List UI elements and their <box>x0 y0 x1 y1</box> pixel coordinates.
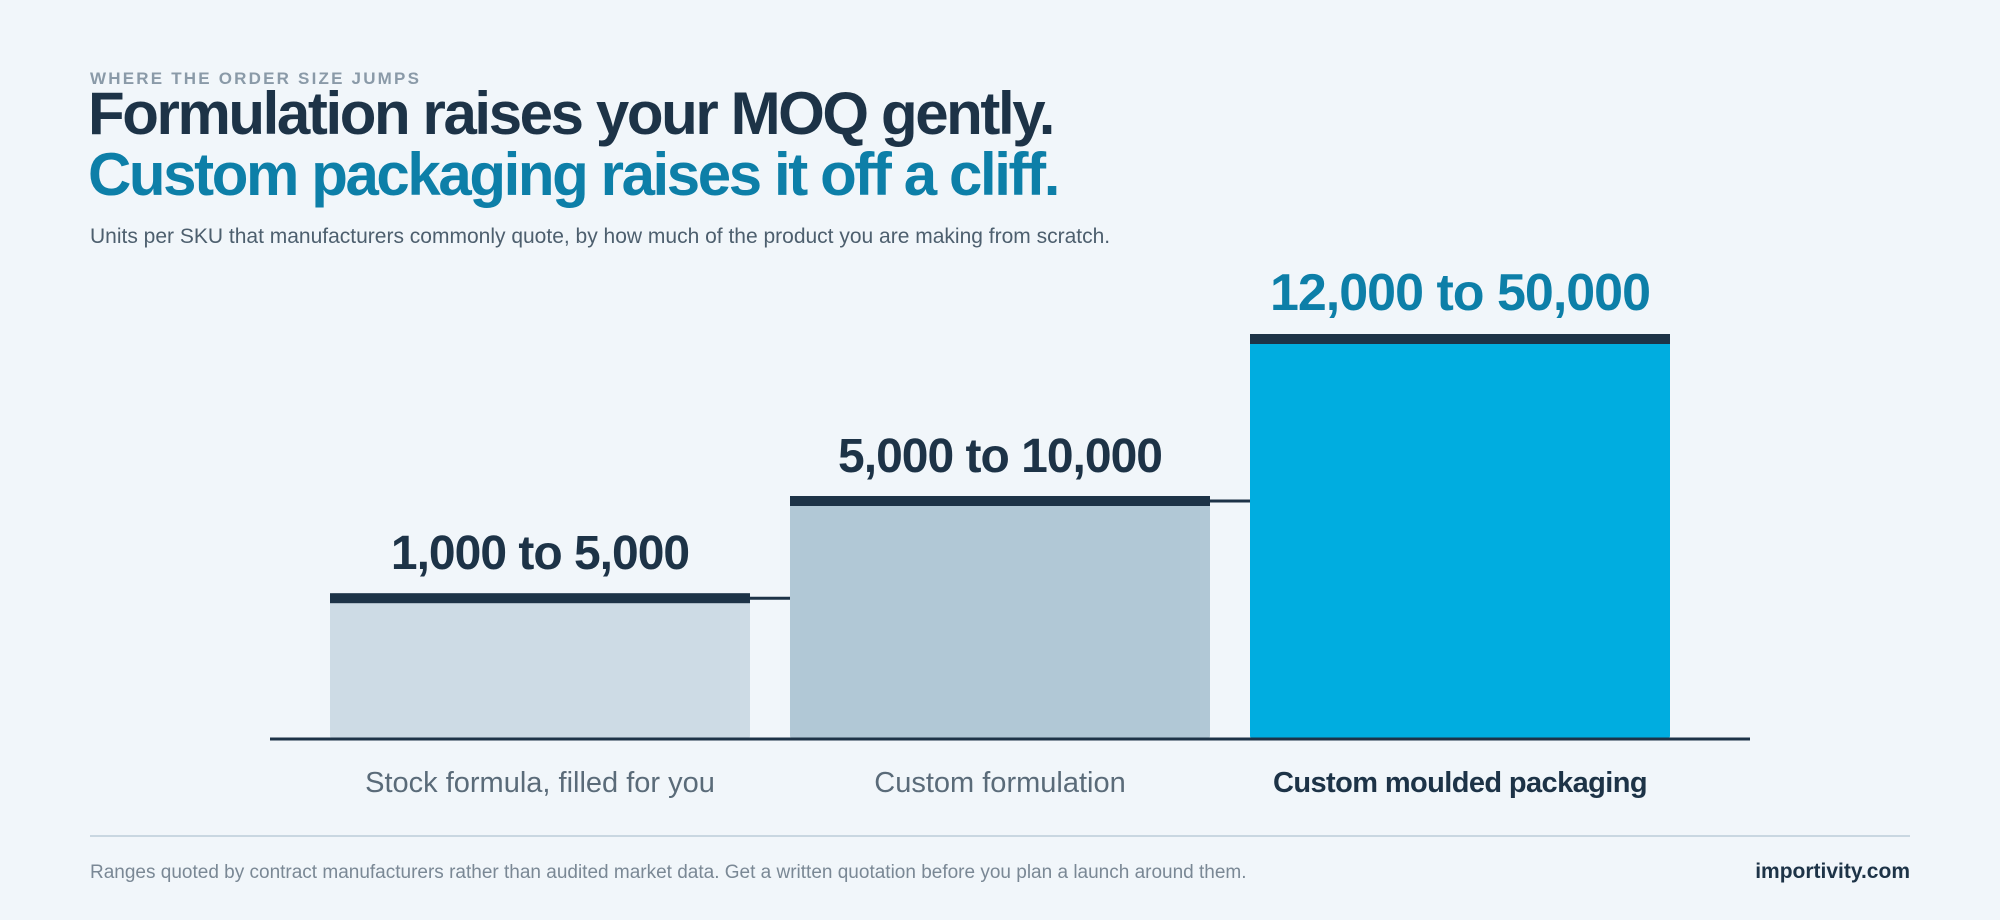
bar-cap-3 <box>1250 334 1670 344</box>
eyebrow-label: WHERE THE ORDER SIZE JUMPS <box>90 69 422 88</box>
bar-1 <box>330 593 750 739</box>
category-label-3: Custom moulded packaging <box>1273 767 1647 799</box>
value-label-1: 1,000 to 5,000 <box>391 527 689 580</box>
brand-link[interactable]: importivity.com <box>1755 860 1910 883</box>
category-label-2: Custom formulation <box>874 767 1125 799</box>
chart-title-line-2: Custom packaging raises it off a cliff. <box>88 141 1060 208</box>
category-label-1: Stock formula, filled for you <box>365 767 715 799</box>
value-label-3: 12,000 to 50,000 <box>1270 264 1650 322</box>
chart-subtitle: Units per SKU that manufacturers commonl… <box>90 225 1111 248</box>
bar-3 <box>1250 334 1670 739</box>
bar-cap-1 <box>330 593 750 604</box>
value-label-2: 5,000 to 10,000 <box>838 430 1162 483</box>
chart-title-line-1: Formulation raises your MOQ gently. <box>88 80 1055 147</box>
bar-cap-2 <box>790 496 1210 506</box>
footer-divider <box>90 835 1910 837</box>
bar-2 <box>790 496 1210 739</box>
footnote: Ranges quoted by contract manufacturers … <box>90 862 1247 883</box>
